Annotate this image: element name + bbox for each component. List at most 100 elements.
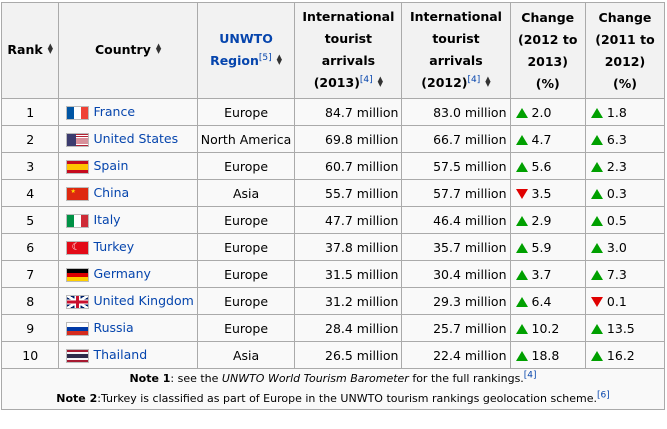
- change-2011-2012-value: 16.2: [606, 347, 635, 363]
- rank-cell: 1: [0, 98, 60, 126]
- table-row: 10 Thailand Asia 26.5 million 22.4 million 18…: [0, 341, 666, 369]
- rank-value: 1: [26, 104, 35, 120]
- arrivals-2013-value: 84.7 million: [325, 104, 399, 120]
- note-2-text: :Turkey is classified as part of Europe …: [97, 392, 597, 405]
- note-1-ref[interactable]: [4]: [523, 370, 537, 381]
- arrivals-2013-value: 47.7 million: [325, 212, 399, 228]
- arrivals-2013-value: 26.5 million: [325, 347, 399, 363]
- russia-flag-icon: [66, 321, 90, 336]
- change-2011-2012-cell: 2.3: [584, 152, 666, 180]
- arrivals-2013-line4: (2013): [313, 75, 360, 91]
- increase-arrow-icon: [590, 215, 603, 226]
- col-header-region[interactable]: UNWTO Region[5] ▲ ▼: [196, 2, 296, 99]
- note-1: Note 1: see the UNWTO World Tourism Baro…: [5, 369, 661, 389]
- china-flag-icon: ★: [66, 186, 90, 201]
- region-link[interactable]: UNWTO Region: [210, 31, 273, 68]
- increase-arrow-icon: [515, 350, 528, 361]
- change-2012-2013-value: 6.4: [531, 293, 552, 309]
- sort-arrows-icon[interactable]: ▲ ▼: [47, 41, 54, 55]
- col-header-arrivals-2013[interactable]: International tourist arrivals (2013)[4]…: [294, 2, 403, 99]
- increase-arrow-icon: [515, 242, 528, 253]
- country-cell: United Kingdom: [58, 287, 198, 315]
- arrivals-2012-cell: 30.4 million: [401, 260, 511, 288]
- rank-value: 9: [26, 320, 35, 336]
- country-link[interactable]: France: [93, 104, 136, 120]
- col-header-arrivals-2012[interactable]: International tourist arrivals (2012)[4]…: [401, 2, 511, 99]
- change-2012-2013-cell: 6.4: [509, 287, 586, 315]
- change-1112-line1: Change: [598, 9, 652, 25]
- country-cell: United States: [58, 125, 198, 153]
- arrivals-2012-value: 30.4 million: [433, 266, 507, 282]
- region-cell: Europe: [196, 152, 296, 180]
- rank-cell: 4: [0, 179, 60, 207]
- change-2012-2013-cell: 5.6: [509, 152, 586, 180]
- arrivals-2013-cell: 84.7 million: [294, 98, 403, 126]
- change-2011-2012-value: 1.8: [606, 104, 627, 120]
- col-header-country-label: Country: [95, 42, 151, 58]
- col-header-change-2012-2013[interactable]: Change (2012 to 2013) (%): [509, 2, 586, 99]
- country-cell: Spain: [58, 152, 198, 180]
- region-cell: Europe: [196, 260, 296, 288]
- region-cell: Europe: [196, 233, 296, 261]
- change-2012-2013-value: 4.7: [531, 131, 552, 147]
- note-1-pre: : see the: [170, 372, 222, 385]
- country-link[interactable]: United Kingdom: [93, 293, 194, 309]
- rank-value: 10: [22, 347, 39, 363]
- increase-arrow-icon: [515, 215, 528, 226]
- note-2-label: Note 2: [56, 392, 98, 405]
- increase-arrow-icon: [515, 161, 528, 172]
- arrivals-2013-line2: tourist: [324, 31, 373, 47]
- region-cell: Europe: [196, 206, 296, 234]
- sort-arrows-icon[interactable]: ▲ ▼: [377, 74, 384, 88]
- increase-arrow-icon: [515, 107, 528, 118]
- col-header-country[interactable]: Country ▲ ▼: [58, 2, 198, 99]
- note-2-ref[interactable]: [6]: [596, 390, 610, 401]
- region-value: Europe: [224, 239, 269, 255]
- col-header-rank[interactable]: Rank ▲ ▼: [0, 2, 60, 99]
- increase-arrow-icon: [515, 296, 528, 307]
- region-value: Europe: [224, 293, 269, 309]
- notes-row: Note 1: see the UNWTO World Tourism Baro…: [1, 368, 665, 410]
- increase-arrow-icon: [515, 134, 528, 145]
- change-2012-2013-value: 5.9: [531, 239, 552, 255]
- increase-arrow-icon: [590, 323, 603, 334]
- arrivals-2013-cell: 26.5 million: [294, 341, 403, 369]
- rank-cell: 8: [0, 287, 60, 315]
- country-link[interactable]: Russia: [93, 320, 134, 336]
- country-cell: Germany: [58, 260, 198, 288]
- region-cell: Europe: [196, 314, 296, 342]
- increase-arrow-icon: [590, 188, 603, 199]
- change-2011-2012-cell: 0.5: [584, 206, 666, 234]
- change-2012-2013-cell: 3.5: [509, 179, 586, 207]
- country-cell: France: [58, 98, 198, 126]
- arrivals-2012-ref[interactable]: [4]: [467, 75, 481, 86]
- country-link[interactable]: China: [93, 185, 130, 201]
- note-2: Note 2:Turkey is classified as part of E…: [5, 389, 661, 409]
- arrivals-2012-cell: 83.0 million: [401, 98, 511, 126]
- country-link[interactable]: Turkey: [93, 239, 135, 255]
- region-value: Asia: [232, 185, 260, 201]
- region-ref[interactable]: [5]: [258, 53, 272, 64]
- country-cell: ☾ Turkey: [58, 233, 198, 261]
- sort-arrows-icon[interactable]: ▲ ▼: [155, 41, 162, 55]
- arrivals-2013-value: 60.7 million: [325, 158, 399, 174]
- country-link[interactable]: Italy: [93, 212, 121, 228]
- country-link[interactable]: United States: [93, 131, 179, 147]
- arrivals-2012-value: 46.4 million: [433, 212, 507, 228]
- sort-arrows-icon[interactable]: ▲ ▼: [276, 52, 283, 66]
- country-link[interactable]: Germany: [93, 266, 151, 282]
- rank-value: 6: [26, 239, 35, 255]
- arrivals-2013-ref[interactable]: [4]: [359, 75, 373, 86]
- country-link[interactable]: Spain: [93, 158, 129, 174]
- change-2012-2013-cell: 10.2: [509, 314, 586, 342]
- col-header-change-2011-2012[interactable]: Change (2011 to 2012) (%): [584, 2, 666, 99]
- arrivals-2013-cell: 28.4 million: [294, 314, 403, 342]
- region-value: Europe: [224, 212, 269, 228]
- change-2011-2012-value: 0.5: [606, 212, 627, 228]
- table-body: 1 France Europe 84.7 million 83.0 million 2.0…: [0, 98, 666, 369]
- table-row: 4 ★ China Asia 55.7 million 57.7 million 3.5 0.…: [0, 179, 666, 207]
- country-link[interactable]: Thailand: [93, 347, 148, 363]
- sort-arrows-icon[interactable]: ▲ ▼: [485, 74, 491, 88]
- change-1213-line4: (%): [535, 75, 560, 91]
- arrivals-2012-cell: 35.7 million: [401, 233, 511, 261]
